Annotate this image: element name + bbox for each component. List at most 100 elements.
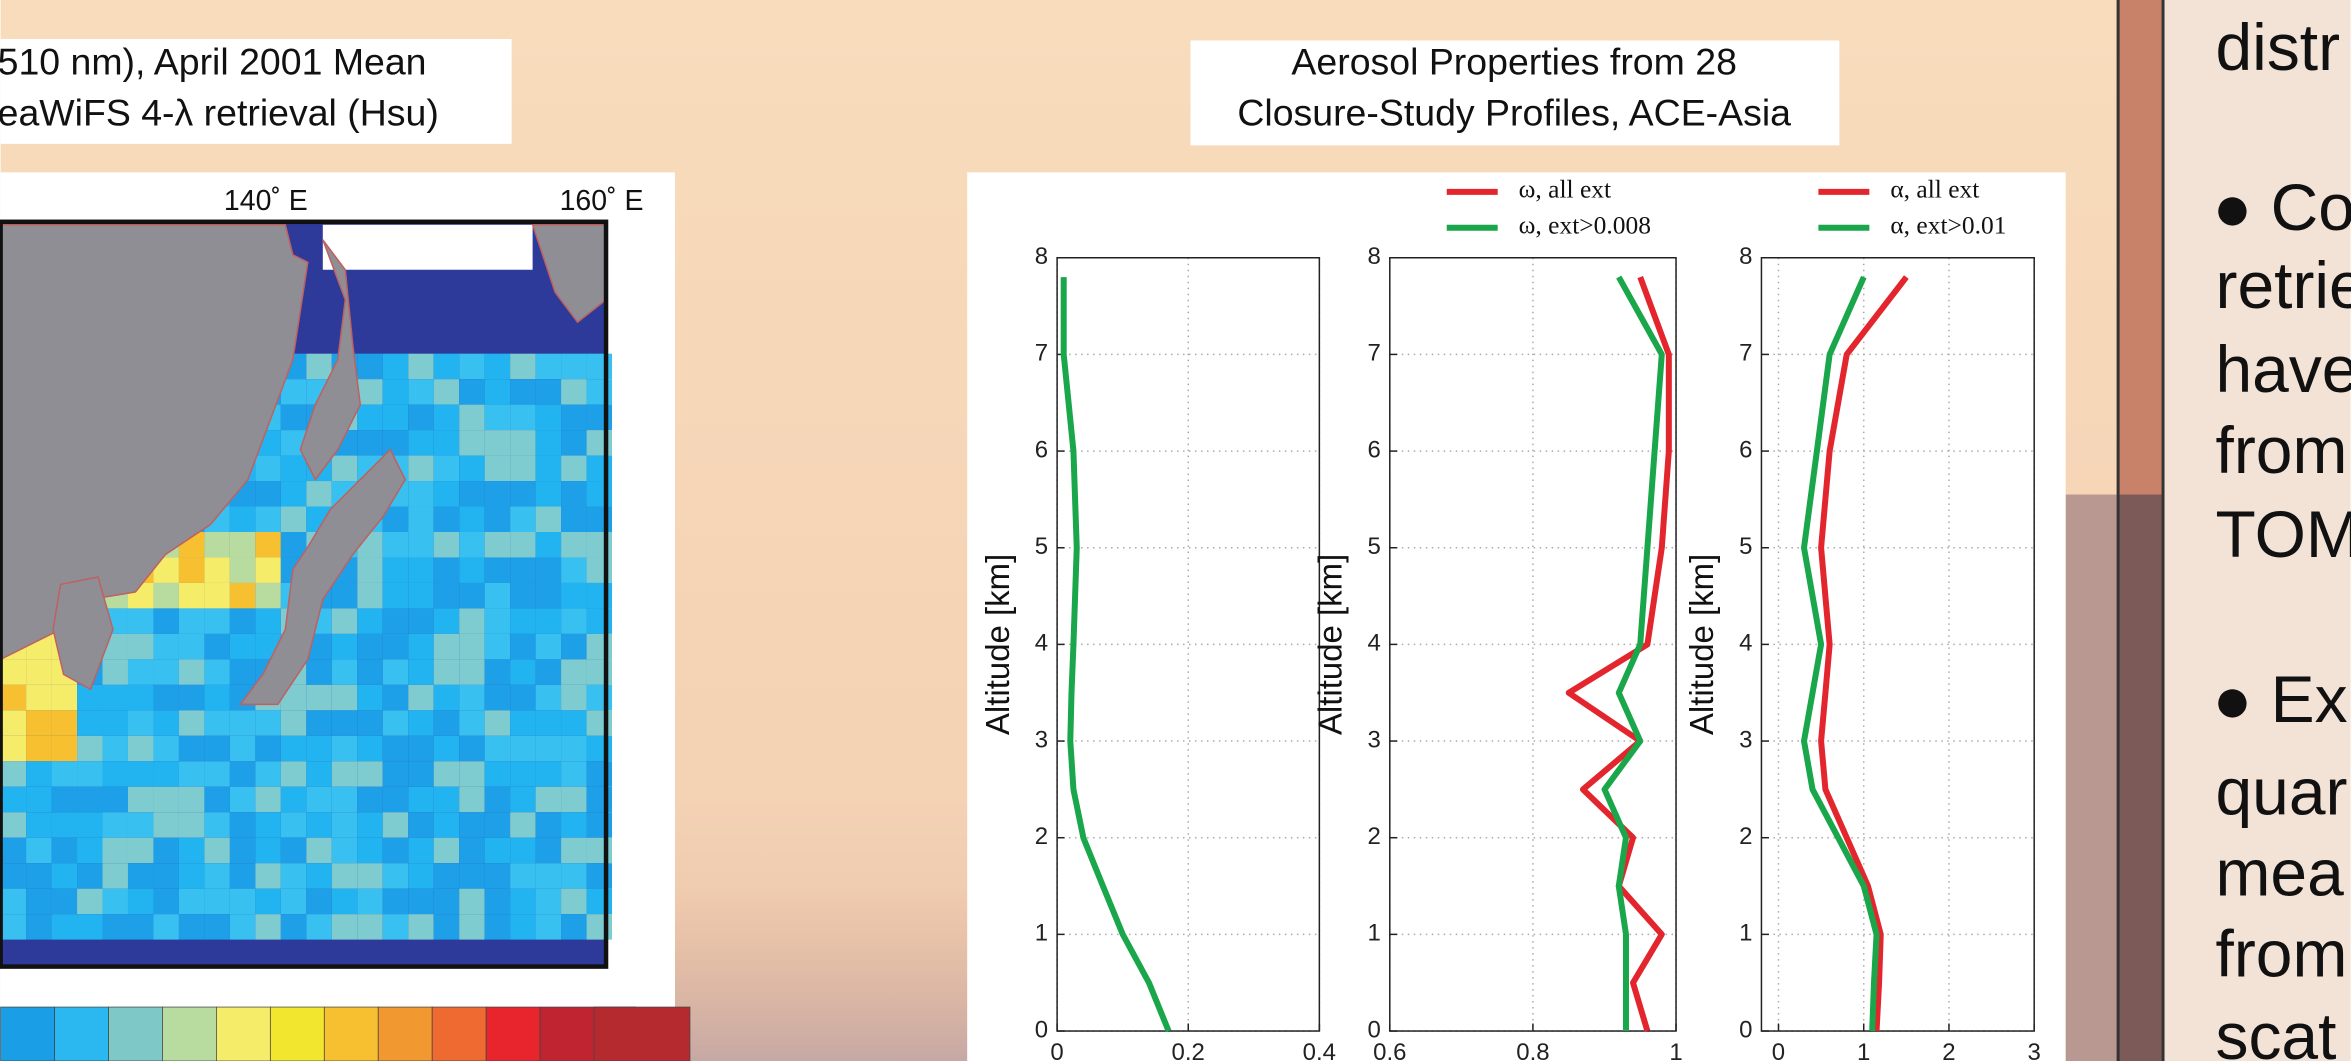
legend-label: α, ext>0.01	[1890, 211, 2006, 240]
map-cell	[561, 531, 587, 558]
map-cell	[204, 684, 230, 711]
y-tick-label: 6	[1739, 436, 1752, 463]
sidebar-text: from	[2216, 917, 2348, 991]
map-cell	[280, 379, 307, 405]
map-cell	[204, 761, 230, 787]
map-cell	[561, 506, 587, 532]
map-cell	[535, 582, 562, 609]
map-cell	[178, 888, 205, 915]
map-cell	[102, 863, 128, 889]
map-cell	[484, 506, 511, 532]
map-cell	[510, 379, 536, 405]
map-cell	[26, 710, 52, 736]
map-cell	[484, 837, 511, 864]
map-cell	[484, 659, 511, 685]
map-cell	[459, 353, 485, 380]
map-cell	[255, 914, 281, 940]
y-tick-label: 4	[1035, 630, 1048, 657]
map-cell	[77, 735, 103, 762]
map-cell	[280, 888, 307, 915]
map-cell	[204, 557, 230, 583]
map-cell	[102, 684, 128, 711]
y-tick-label: 5	[1739, 533, 1752, 560]
map-cell	[306, 353, 332, 380]
map-cell	[484, 379, 511, 405]
y-tick-label: 0	[1367, 1016, 1380, 1043]
map-cell	[561, 735, 587, 762]
map-cell	[382, 710, 409, 736]
map-cell	[255, 761, 281, 787]
map-cell	[331, 786, 358, 813]
title-box	[1190, 40, 1840, 146]
map-cell	[382, 633, 409, 660]
map-cell	[102, 914, 128, 940]
map-cell	[510, 786, 536, 813]
map-cell	[178, 863, 205, 889]
map-cell	[229, 531, 256, 558]
map-cell	[433, 659, 460, 685]
map-cell	[280, 837, 307, 864]
x-tick-label: 3	[2028, 1039, 2041, 1061]
map-cell	[357, 557, 383, 583]
map-cell	[0, 786, 27, 813]
map-cell	[51, 812, 78, 838]
map-cell	[26, 837, 52, 864]
sidebar-text: distr	[2216, 10, 2341, 84]
map-cell	[153, 786, 179, 813]
map-cell	[510, 608, 536, 634]
map-cell	[331, 761, 358, 787]
map-cell	[77, 914, 103, 940]
map-cell	[408, 659, 434, 685]
x-tick-label: 2	[1942, 1039, 1955, 1061]
map-cell	[204, 786, 230, 813]
map-cell	[459, 863, 485, 889]
map-cell	[408, 761, 434, 787]
map-cell	[255, 455, 281, 482]
map-cell	[0, 735, 27, 762]
map-cell	[26, 761, 52, 787]
map-cell	[280, 531, 307, 558]
map-cell	[26, 735, 52, 762]
map-cell	[459, 812, 485, 838]
map-cell	[229, 557, 256, 583]
map-label: 160˚ E	[560, 185, 644, 217]
map-cell	[484, 812, 511, 838]
map-cell	[77, 812, 103, 838]
background-shade	[2065, 494, 2119, 1061]
map-cell	[229, 837, 256, 864]
map-cell	[484, 455, 511, 482]
map-cell	[153, 582, 179, 609]
map-cell	[102, 812, 128, 838]
y-tick-label: 0	[1035, 1016, 1048, 1043]
figure-title: Aerosol Properties from 28	[1291, 40, 1736, 82]
sidebar-text: quar	[2216, 755, 2348, 829]
map-cell	[510, 404, 536, 431]
map-cell	[153, 914, 179, 940]
map-cell	[535, 659, 562, 685]
map-cell	[127, 812, 154, 838]
sidebar-panel	[2164, 0, 2351, 1061]
y-tick-label: 7	[1739, 340, 1752, 367]
map-cell	[535, 557, 562, 583]
map-cell	[510, 812, 536, 838]
map-cell	[357, 837, 383, 864]
map-cell	[408, 531, 434, 558]
map-cell	[26, 684, 52, 711]
map-cell	[382, 404, 409, 431]
map-cell	[408, 863, 434, 889]
map-cell	[484, 863, 511, 889]
map-cell	[51, 888, 78, 915]
sidebar-text: retrie	[2216, 248, 2351, 322]
map-cell	[51, 863, 78, 889]
plot-frame	[1056, 257, 1321, 1032]
map-cell	[280, 786, 307, 813]
map-cell	[433, 379, 460, 405]
map-cell	[204, 888, 230, 915]
map-cell	[561, 582, 587, 609]
map-cell	[357, 888, 383, 915]
map-cell	[510, 455, 536, 482]
map-cell	[0, 761, 27, 787]
map-cell	[484, 557, 511, 583]
map-cell	[178, 684, 205, 711]
map-cell	[26, 786, 52, 813]
